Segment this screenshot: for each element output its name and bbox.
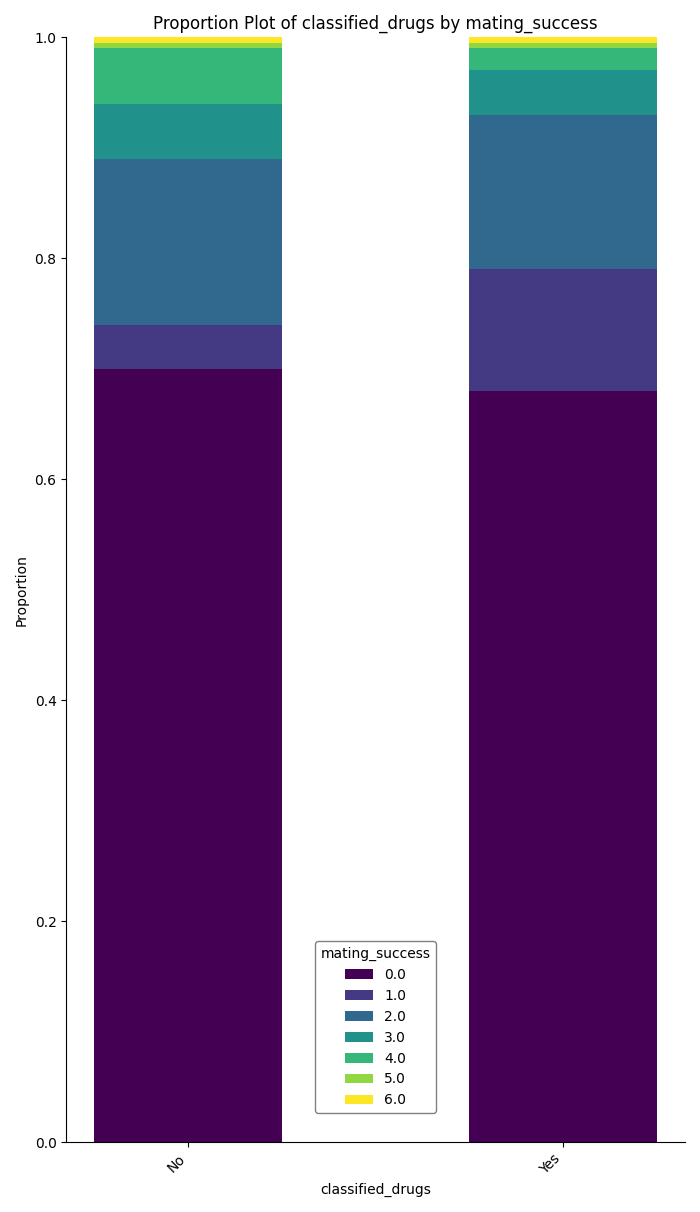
Bar [94,103,282,159]
Bar [94,368,282,1142]
Y-axis label: Proportion: Proportion [15,554,29,625]
Bar [94,325,282,368]
Bar [470,269,657,390]
Bar [470,48,657,70]
Bar [470,70,657,115]
Bar [470,115,657,269]
Title: Proportion Plot of classified_drugs by mating_success: Proportion Plot of classified_drugs by m… [153,15,598,33]
Bar [94,42,282,48]
Bar [470,42,657,48]
X-axis label: classified_drugs: classified_drugs [320,1183,431,1197]
Legend: 0.0, 1.0, 2.0, 3.0, 4.0, 5.0, 6.0: 0.0, 1.0, 2.0, 3.0, 4.0, 5.0, 6.0 [315,942,436,1113]
Bar [94,48,282,103]
Bar [470,390,657,1142]
Bar [94,159,282,325]
Bar [94,38,282,42]
Bar [470,38,657,42]
